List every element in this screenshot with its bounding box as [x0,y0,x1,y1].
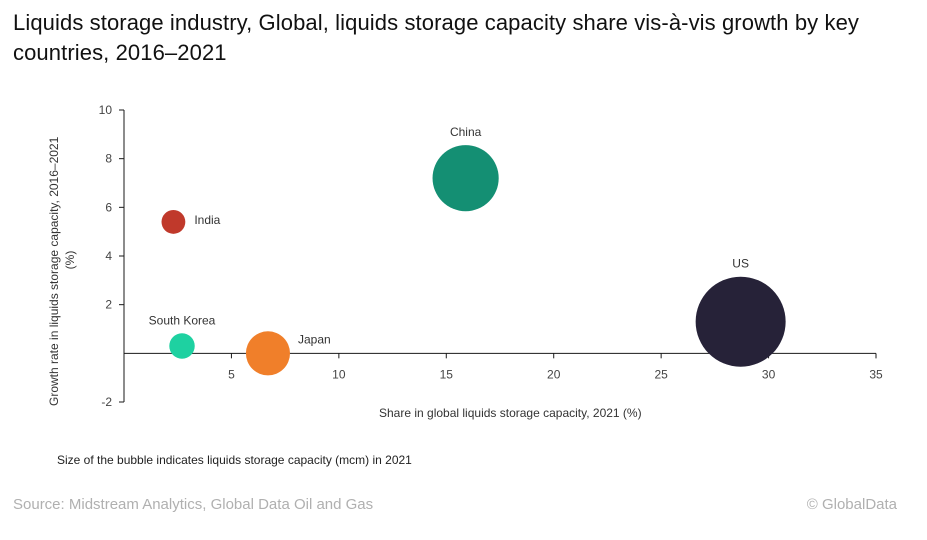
bubble-us [695,276,786,367]
axes: -2 2 4 6 8 10 5 10 15 20 25 30 35 [99,103,883,409]
y-axis-title-line2: (%) [63,251,77,270]
x-tick-label: 15 [440,367,454,381]
bubble-label-india: India [194,213,220,227]
bubble-label-us: US [732,257,749,271]
y-tick-label: 2 [105,298,112,312]
bubble-china [432,145,499,212]
bubbles: India South Korea Japan China US [149,125,786,376]
x-tick-label: 25 [654,367,668,381]
x-tick-label: 10 [332,367,346,381]
bubble-japan [245,331,290,376]
bubble-india [161,210,186,234]
source-note: Source: Midstream Analytics, Global Data… [13,496,374,513]
y-tick-label: -2 [101,395,112,409]
y-tick-label: 6 [105,200,112,214]
y-tick-label: 10 [99,103,113,117]
x-tick-label: 35 [869,367,883,381]
y-tick-label: 8 [105,152,112,166]
x-tick-label: 5 [228,367,235,381]
copyright-note: © GlobalData [806,496,897,513]
bubble-label-south-korea: South Korea [149,313,216,327]
x-axis-title: Share in global liquids storage capacity… [379,406,642,420]
bubble-south-korea [169,333,195,359]
y-axis-title-group: Growth rate in liquids storage capacity,… [47,136,77,406]
bubble-size-note: Size of the bubble indicates liquids sto… [57,453,412,467]
bubble-label-japan: Japan [298,332,331,346]
x-tick-label: 30 [762,367,776,381]
chart-title: Liquids storage industry, Global, liquid… [13,10,860,65]
y-axis-title-line1: Growth rate in liquids storage capacity,… [47,136,61,406]
x-tick-label: 20 [547,367,561,381]
bubble-label-china: China [450,125,482,139]
y-tick-label: 4 [105,249,112,263]
